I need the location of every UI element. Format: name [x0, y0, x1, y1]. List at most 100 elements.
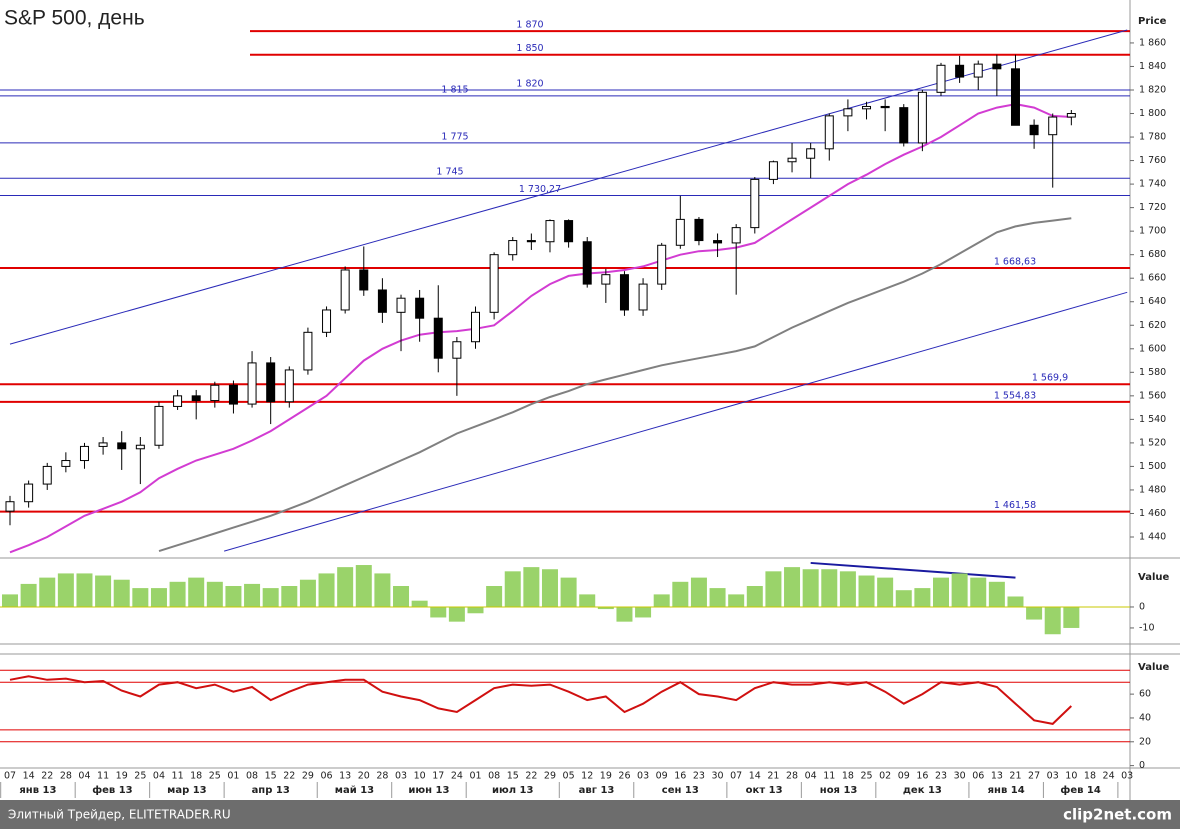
month-label: апр 13 — [252, 785, 290, 796]
histogram-bar — [635, 606, 652, 618]
x-tick-label: 05 — [563, 771, 575, 782]
candle-body — [452, 341, 462, 359]
histogram-bar — [933, 577, 949, 607]
histogram-bar — [970, 577, 987, 607]
histogram-bar — [709, 588, 726, 607]
y-tick-label: 0 — [1139, 601, 1145, 612]
x-tick-label: 25 — [134, 771, 146, 782]
candle-body — [61, 460, 71, 467]
y-tick-label: 0 — [1139, 760, 1145, 771]
histogram-bar — [113, 579, 130, 607]
histogram-bar — [225, 586, 242, 607]
footer-text: Элитный Трейдер, ELITETRADER.RU — [8, 808, 231, 822]
histogram-bar — [672, 581, 689, 607]
x-tick-label: 03 — [637, 771, 649, 782]
month-label: окт 13 — [746, 785, 783, 796]
month-label: июн 13 — [408, 785, 449, 796]
histogram-bar — [411, 600, 428, 607]
candle-body — [471, 311, 480, 343]
histogram-bar — [486, 586, 503, 607]
y-tick-label: 1 740 — [1139, 179, 1166, 190]
level-label: 1 815 — [441, 84, 468, 95]
level-label: 1 745 — [436, 167, 463, 178]
x-tick-label: 04 — [805, 771, 817, 782]
candle-body — [526, 240, 536, 243]
x-tick-label: 28 — [376, 771, 388, 782]
y-tick-label: 1 440 — [1139, 532, 1166, 543]
x-tick-label: 29 — [302, 771, 314, 782]
x-tick-label: 21 — [767, 771, 779, 782]
histogram-bar — [877, 577, 894, 607]
month-label: авг 13 — [579, 785, 615, 796]
histogram-bar — [318, 573, 335, 607]
histogram-bar — [616, 606, 633, 622]
histogram-bar — [746, 586, 763, 607]
histogram-bar — [802, 569, 819, 607]
histogram-bar — [988, 581, 1005, 607]
y-tick-label: 1 460 — [1139, 508, 1166, 519]
month-label: фев 14 — [1060, 784, 1100, 796]
candle-body — [582, 241, 592, 285]
x-tick-label: 18 — [842, 771, 854, 782]
month-label: ноя 13 — [820, 785, 858, 796]
level-label: 1 569,9 — [1032, 373, 1068, 384]
x-tick-label: 19 — [600, 771, 612, 782]
y-tick-label: 20 — [1139, 736, 1151, 747]
x-tick-label: 22 — [525, 771, 537, 782]
candle-body — [843, 108, 853, 117]
x-tick-label: 19 — [116, 771, 128, 782]
candle-body — [154, 405, 164, 446]
histogram-bar — [1026, 606, 1043, 620]
level-label: 1 730,27 — [519, 184, 561, 195]
histogram-bar — [95, 575, 112, 607]
candle-body — [396, 297, 406, 313]
x-tick-label: 12 — [581, 771, 593, 782]
y-tick-label: 1 820 — [1139, 84, 1166, 95]
histogram-bar — [653, 594, 670, 607]
x-tick-label: 15 — [265, 771, 277, 782]
x-tick-label: 22 — [41, 771, 53, 782]
y-tick-label: 1 680 — [1139, 249, 1166, 260]
histogram-bar — [523, 567, 540, 607]
candle-body — [415, 297, 425, 319]
histogram-bar — [281, 586, 298, 607]
x-tick-label: 11 — [97, 771, 109, 782]
y-tick-label: 1 780 — [1139, 132, 1166, 143]
histogram-bar — [858, 575, 875, 607]
x-tick-label: 16 — [916, 771, 928, 782]
histogram-bar — [374, 573, 391, 607]
candle-body — [787, 157, 797, 163]
indicator-line — [9, 675, 1072, 725]
x-tick-label: 24 — [1103, 771, 1115, 782]
histogram-bar — [839, 571, 856, 607]
candle-body — [284, 369, 294, 403]
candle-body — [992, 63, 1002, 70]
x-tick-label: 11 — [172, 771, 184, 782]
x-tick-label: 28 — [60, 771, 72, 782]
histogram-bar — [244, 583, 261, 607]
x-tick-label: 04 — [78, 771, 90, 782]
candle-body — [880, 105, 890, 109]
y-tick-label: 1 580 — [1139, 367, 1166, 378]
histogram-bar — [821, 569, 838, 607]
candle-body — [79, 445, 89, 462]
candle-body — [24, 483, 34, 503]
x-tick-label: 06 — [320, 771, 332, 782]
candle-body — [135, 444, 145, 450]
y-tick-label: 1 600 — [1139, 343, 1166, 354]
candle-body — [266, 362, 276, 403]
candle-body — [322, 309, 332, 333]
candle-body — [750, 178, 760, 229]
x-tick-label: 08 — [488, 771, 500, 782]
level-label: 1 870 — [516, 20, 543, 31]
histogram-bar — [1063, 606, 1080, 628]
x-tick-label: 23 — [693, 771, 705, 782]
plots: 07 14 22 28 04 11 19 25 04 11 18 25 01 08 15 22 29 06 13 20… — [0, 20, 1166, 798]
moving-average — [9, 103, 1072, 554]
candle-body — [768, 161, 778, 180]
candle-body — [564, 220, 574, 243]
histogram-bar — [448, 606, 465, 622]
candle-body — [936, 64, 946, 93]
candle-body — [433, 317, 443, 359]
